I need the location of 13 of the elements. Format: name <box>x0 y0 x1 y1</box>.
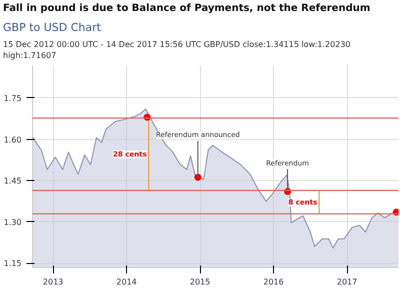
chart-subtitle: GBP to USD Chart <box>3 20 101 36</box>
text: 15 Dec 2012 00:00 UTC - 14 Dec 2017 15:56 UTC GBP/USD close:1.34115 low:1.20230 high:1.71607 <box>3 38 352 61</box>
y-tick-label: 1.75 <box>4 94 22 103</box>
x-tick-label: 2016 <box>263 277 284 286</box>
y-tick-label: 1.15 <box>4 259 22 268</box>
x-tick-label: 2014 <box>116 277 137 286</box>
y-tick-label: 1.45 <box>4 176 22 186</box>
y-tick-label: 1.60 <box>4 135 22 144</box>
x-tick-label: 2015 <box>190 277 210 286</box>
y-tick-label: 1.30 <box>4 218 22 227</box>
x-tick-label: 2017 <box>336 277 358 286</box>
chart-title: Fall in pound is due to Balance of Payments, not the Referendum <box>3 2 370 16</box>
x-tick-label: 2013 <box>42 277 64 286</box>
